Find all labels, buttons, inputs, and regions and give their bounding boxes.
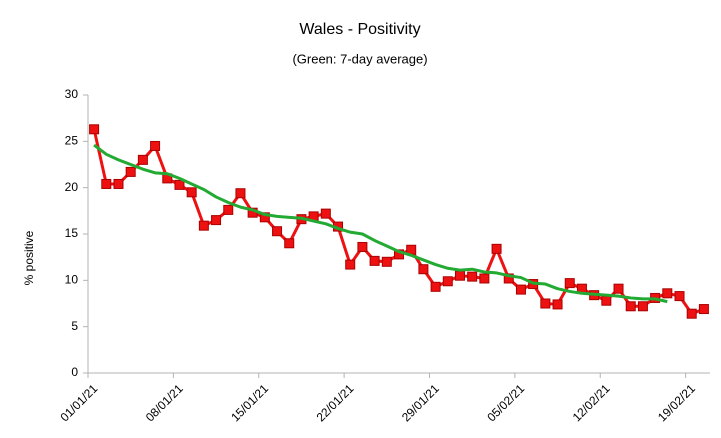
point (223, 204, 234, 215)
point (345, 259, 356, 270)
x-tick-label: 29/01/21 (399, 381, 442, 424)
point (564, 278, 575, 289)
point (479, 273, 490, 284)
y-axis-label: % positive (22, 230, 36, 285)
point (467, 271, 478, 282)
y-tick-label: 30 (65, 87, 79, 101)
x-tick-label: 08/01/21 (143, 381, 186, 424)
y-tick-label: 5 (71, 319, 78, 333)
y-tick-label: 25 (65, 134, 79, 148)
point (698, 304, 709, 315)
point (625, 301, 636, 312)
point (174, 179, 185, 190)
point (369, 255, 380, 266)
y-tick-label: 0 (71, 365, 78, 379)
point (491, 243, 502, 254)
x-tick-label: 05/02/21 (484, 381, 527, 424)
chart-title: Wales - Positivity (299, 21, 420, 38)
point (381, 256, 392, 267)
x-tick-label: 12/02/21 (570, 381, 613, 424)
point (198, 220, 209, 231)
point (113, 178, 124, 189)
point (211, 215, 222, 226)
point (235, 188, 246, 199)
x-tick-label: 19/02/21 (655, 381, 698, 424)
series-line (92, 128, 705, 316)
x-tick-label: 22/01/21 (314, 381, 357, 424)
point (284, 238, 295, 249)
point (101, 178, 112, 189)
point (442, 276, 453, 287)
point (150, 140, 161, 151)
y-tick-label: 20 (65, 180, 79, 194)
x-tick-label: 15/01/21 (228, 381, 271, 424)
point (601, 295, 612, 306)
point (186, 187, 197, 198)
point (320, 208, 331, 219)
point (89, 124, 100, 135)
point (430, 281, 441, 292)
point (674, 291, 685, 302)
y-tick-label: 10 (65, 273, 79, 287)
series-line (93, 143, 668, 304)
point (515, 284, 526, 295)
point (259, 212, 270, 223)
point (637, 301, 648, 312)
point (418, 264, 429, 275)
point (272, 226, 283, 237)
x-tick-label: 01/01/21 (57, 381, 100, 424)
point (613, 283, 624, 294)
chart-subtitle: (Green: 7-day average) (292, 51, 427, 66)
point (540, 298, 551, 309)
point (662, 288, 673, 299)
point (125, 166, 136, 177)
point (137, 154, 148, 165)
point (552, 299, 563, 310)
point (357, 241, 368, 252)
point (686, 308, 697, 319)
y-tick-label: 15 (65, 226, 79, 240)
point (454, 270, 465, 281)
point (503, 273, 514, 284)
